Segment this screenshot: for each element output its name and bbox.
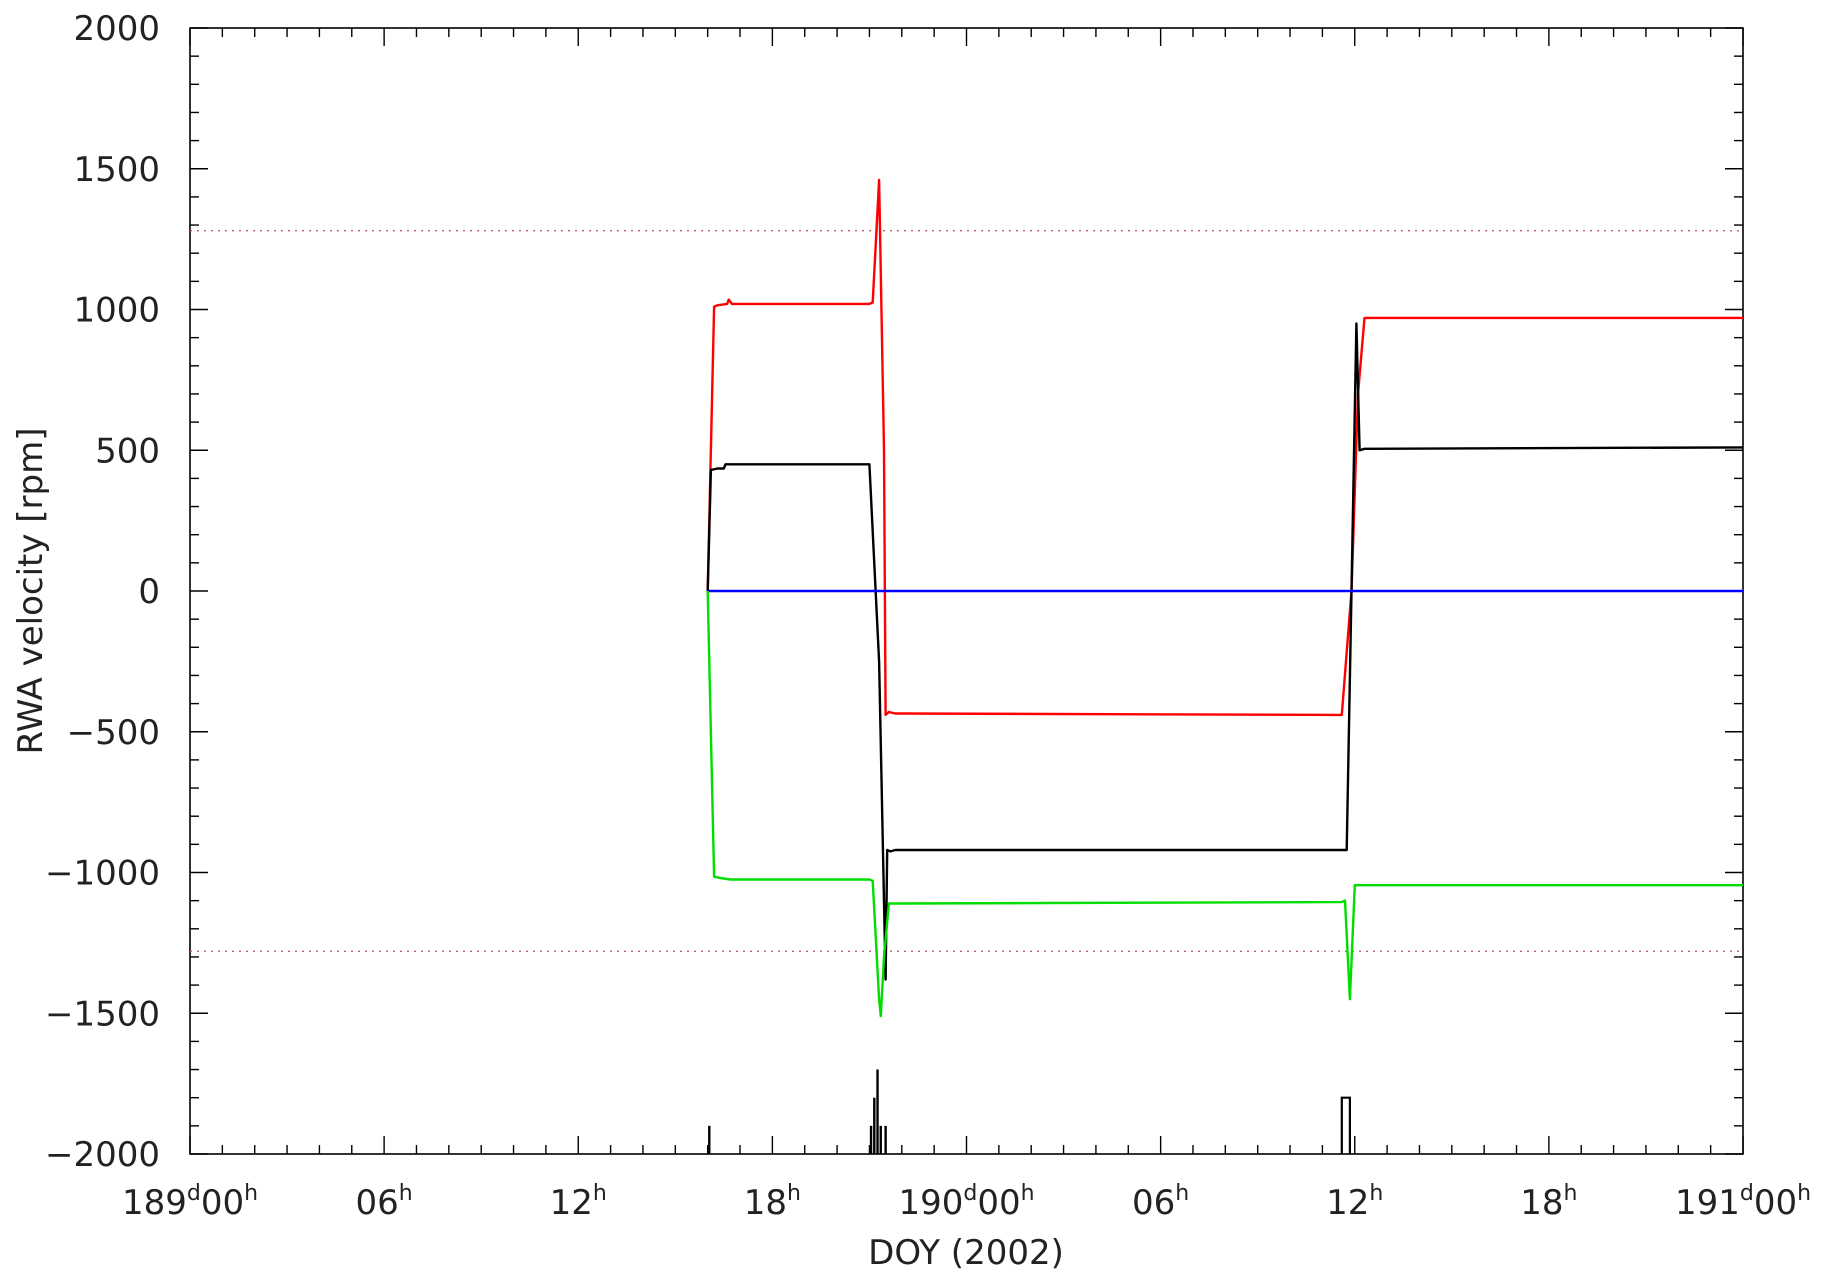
- y-tick-label: 2000: [73, 9, 160, 49]
- y-tick-label: 1500: [73, 150, 160, 190]
- x-tick-label-part: 12: [550, 1183, 593, 1223]
- x-tick-label-sup: d: [187, 1181, 201, 1206]
- x-tick-label-sup: h: [399, 1181, 413, 1206]
- x-tick-label-sup: h: [1564, 1181, 1578, 1206]
- x-tick-label-sup: h: [244, 1181, 258, 1206]
- series-line-1: [706, 322, 1744, 981]
- series-layer: [706, 178, 1744, 1018]
- axis-ticks: [189, 27, 1744, 1155]
- x-tick-label: 12h: [550, 1181, 607, 1223]
- x-tick-label: 190d00h: [898, 1181, 1034, 1223]
- x-tick-label-sup: h: [1021, 1181, 1035, 1206]
- x-tick-label-part: 00: [977, 1183, 1020, 1223]
- x-tick-label-part: 00: [1754, 1183, 1797, 1223]
- x-tick-label-sup: h: [1175, 1181, 1189, 1206]
- x-tick-label-part: 06: [1132, 1183, 1175, 1223]
- y-tick-label: 1000: [73, 291, 160, 331]
- x-tick-label-sup: h: [787, 1181, 801, 1206]
- y-tick-label: −1500: [45, 994, 160, 1034]
- x-tick-label-sup: d: [963, 1181, 977, 1206]
- x-tick-label-sup: h: [1797, 1181, 1811, 1206]
- y-tick-label: −500: [67, 713, 160, 753]
- series-line-3: [706, 590, 1743, 1018]
- x-tick-label-part: 12: [1326, 1183, 1369, 1223]
- x-tick-label: 18h: [744, 1181, 801, 1223]
- x-tick-label: 18h: [1520, 1181, 1577, 1223]
- x-axis-title: DOY (2002): [868, 1233, 1064, 1273]
- x-tick-label-sup: h: [1369, 1181, 1383, 1206]
- x-tick-label-part: 190: [898, 1183, 963, 1223]
- x-tick-label: 12h: [1326, 1181, 1383, 1223]
- x-tick-label-part: 191: [1675, 1183, 1740, 1223]
- y-tick-label: 500: [95, 431, 160, 471]
- x-tick-label: 189d00h: [122, 1181, 258, 1223]
- y-tick-label: 0: [138, 572, 160, 612]
- x-tick-labels: 189d00h 06h 12h 18h 190d00h 06h 12h 18h 191d00h: [122, 1181, 1811, 1223]
- x-tick-label: 191d00h: [1675, 1181, 1811, 1223]
- y-axis-title: RWA velocity [rpm]: [11, 428, 51, 755]
- x-tick-label: 06h: [356, 1181, 413, 1223]
- y-tick-labels: 2000 1500 1000 500 0 −500 −1000 −1500 −2000: [45, 9, 160, 1175]
- x-tick-label: 06h: [1132, 1181, 1189, 1223]
- y-tick-label: −2000: [45, 1135, 160, 1175]
- x-tick-label-part: 18: [744, 1183, 787, 1223]
- event-pulse-0: [1340, 1096, 1351, 1154]
- x-tick-label-part: 06: [356, 1183, 399, 1223]
- x-tick-label-part: 18: [1520, 1183, 1563, 1223]
- x-tick-label-part: 189: [122, 1183, 187, 1223]
- y-tick-label: −1000: [45, 854, 160, 894]
- x-tick-label-sup: d: [1740, 1181, 1754, 1206]
- x-tick-label-part: 00: [201, 1183, 244, 1223]
- x-tick-label-sup: h: [593, 1181, 607, 1206]
- event-markers: [708, 1069, 1351, 1154]
